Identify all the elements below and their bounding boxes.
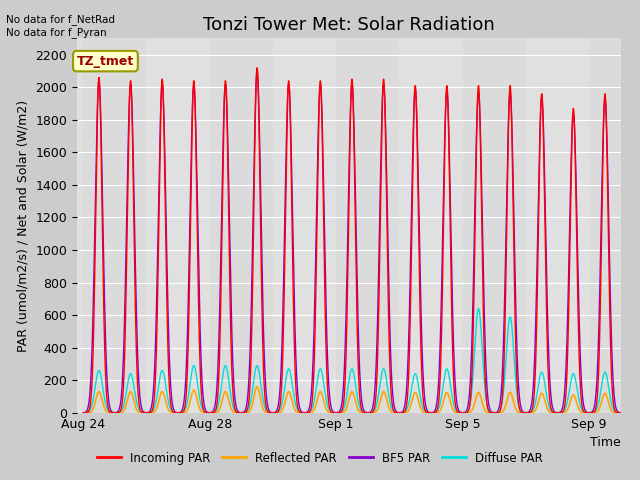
Text: TZ_tmet: TZ_tmet	[77, 55, 134, 68]
Legend: Incoming PAR, Reflected PAR, BF5 PAR, Diffuse PAR: Incoming PAR, Reflected PAR, BF5 PAR, Di…	[92, 447, 548, 469]
Title: Tonzi Tower Met: Solar Radiation: Tonzi Tower Met: Solar Radiation	[203, 16, 495, 34]
Bar	[463, 38, 526, 413]
Bar	[336, 38, 399, 413]
Bar	[589, 38, 621, 413]
Bar	[210, 38, 273, 413]
Text: No data for f_NetRad
No data for f_Pyran: No data for f_NetRad No data for f_Pyran	[6, 14, 115, 38]
Bar	[83, 38, 147, 413]
X-axis label: Time: Time	[590, 436, 621, 449]
Y-axis label: PAR (umol/m2/s) / Net and Solar (W/m2): PAR (umol/m2/s) / Net and Solar (W/m2)	[17, 99, 29, 352]
